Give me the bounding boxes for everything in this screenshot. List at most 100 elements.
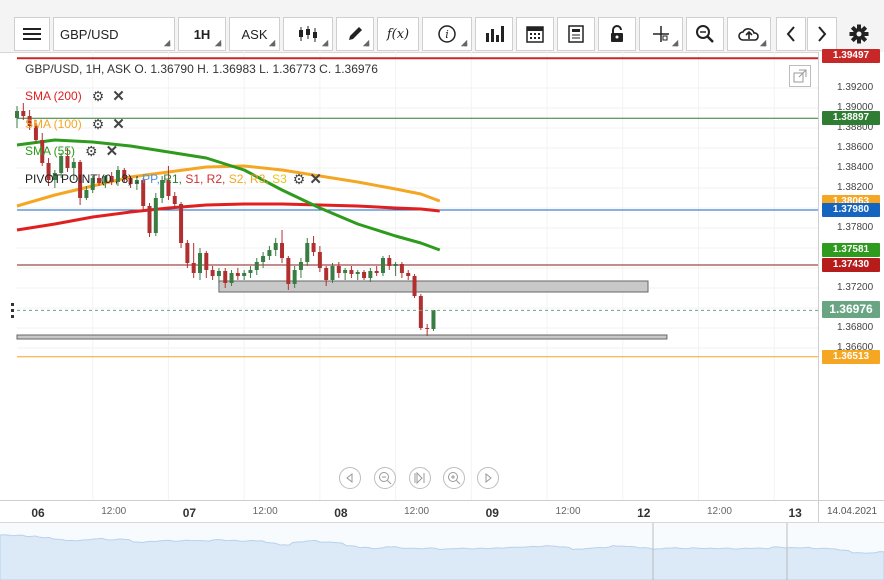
candle [425, 324, 430, 336]
drawing-tools-button[interactable] [336, 17, 374, 51]
price-tick-label: 1.38600 [837, 142, 874, 153]
sma200-label: SMA (200) [25, 89, 82, 103]
candle [97, 174, 102, 186]
gear-icon[interactable]: ⚙ [85, 142, 98, 159]
candle [406, 270, 411, 280]
candle [59, 153, 64, 178]
price-axis[interactable]: 1.39200 1.39000 1.38800 1.38600 1.38400 1.382… [818, 49, 884, 500]
symbol-selector[interactable]: GBP/USD [53, 17, 175, 51]
candle-body [40, 140, 45, 163]
candle-body [172, 196, 177, 204]
candle-body [160, 180, 165, 198]
close-icon[interactable]: ✕ [112, 116, 125, 133]
candle-body [223, 271, 228, 283]
candle [78, 160, 83, 205]
candle [191, 243, 196, 278]
zoom-in-button[interactable] [443, 467, 465, 489]
info-icon: i [438, 25, 456, 43]
candle [179, 202, 184, 248]
sma55-legend: SMA (55) ⚙ ✕ [25, 142, 119, 161]
symbol-label: GBP/USD [60, 26, 119, 42]
price-tick-label: 1.39000 [837, 102, 874, 113]
price-label: 1.37430 [822, 258, 880, 272]
candle-body [134, 180, 139, 184]
close-icon[interactable]: ✕ [309, 171, 322, 188]
candle-body [78, 162, 83, 198]
price-label: 1.37980 [822, 203, 880, 217]
scroll-right-button[interactable] [807, 17, 837, 51]
pan-right-button[interactable] [477, 467, 499, 489]
news-button[interactable] [557, 17, 595, 51]
calendar-button[interactable] [516, 17, 554, 51]
candle [349, 266, 354, 278]
reset-icon [414, 472, 425, 484]
candle-body [418, 296, 423, 328]
candle [27, 110, 32, 130]
reset-view-button[interactable] [409, 467, 431, 489]
candle-body [368, 271, 373, 278]
indicators-button[interactable]: f(x) [377, 17, 419, 51]
info-button[interactable]: i [422, 17, 472, 51]
gear-icon[interactable]: ⚙ [91, 87, 105, 104]
price-tick-label: 1.37200 [837, 282, 874, 293]
price-label: 1.38897 [822, 111, 880, 126]
time-tick-label: 12:00 [252, 506, 278, 517]
gear-icon[interactable]: ⚙ [292, 170, 306, 187]
zoom-button[interactable] [686, 17, 724, 51]
candle [311, 236, 316, 256]
maximize-button[interactable] [789, 65, 811, 87]
candle [431, 310, 436, 331]
candle [273, 238, 278, 256]
crosshair-button[interactable] [639, 17, 683, 51]
pan-left-button[interactable] [339, 467, 361, 489]
calendar-icon [526, 26, 544, 43]
date-tick-label: 09 [485, 506, 499, 520]
chart-type-button[interactable] [283, 17, 333, 51]
timeframe-label: 1H [193, 26, 211, 42]
candle-body [399, 264, 404, 273]
dropdown-corner-icon [268, 39, 276, 47]
menu-icon [23, 28, 41, 40]
zoom-out-button[interactable] [374, 467, 396, 489]
candle-body [242, 273, 247, 276]
candle [374, 266, 379, 276]
timeframe-selector[interactable]: 1H [178, 17, 226, 51]
price-chart[interactable] [0, 52, 818, 500]
candle-body [330, 266, 335, 280]
cloud-upload-icon [738, 28, 759, 41]
candle-body [280, 243, 285, 258]
lock-button[interactable] [598, 17, 636, 51]
candle-body [305, 243, 310, 262]
candle-body [141, 180, 146, 206]
price-side-label: ASK [241, 26, 268, 42]
candle [216, 268, 221, 283]
arrow-right-icon [818, 26, 827, 42]
scroll-left-button[interactable] [776, 17, 806, 51]
pivot-level-label: R1, [163, 172, 186, 186]
price-side-selector[interactable]: ASK [229, 17, 280, 51]
close-icon[interactable]: ✕ [105, 143, 119, 160]
price-label: 1.37581 [822, 242, 880, 257]
overview-area [0, 534, 884, 580]
volume-button[interactable] [475, 17, 513, 51]
price-tick-label: 1.38800 [837, 122, 874, 133]
candle [298, 258, 303, 278]
gear-icon[interactable]: ⚙ [91, 115, 105, 132]
overview-navigator[interactable] [0, 522, 884, 580]
price-tick-label: 1.38200 [837, 182, 874, 193]
time-axis[interactable]: 06 12:00 07 12:00 08 12:00 09 12:00 12 12:00 13 [0, 500, 818, 523]
settings-button[interactable] [842, 17, 876, 51]
candle-body [235, 273, 240, 276]
time-tick-label: 12:00 [404, 506, 430, 517]
candle-body [128, 178, 133, 184]
pen-icon [349, 27, 362, 40]
menu-button[interactable] [14, 17, 50, 51]
close-icon[interactable]: ✕ [112, 88, 125, 105]
pane-resize-handle[interactable] [11, 303, 14, 323]
candle [185, 240, 190, 268]
dropdown-corner-icon [214, 39, 222, 47]
cloud-button[interactable] [727, 17, 771, 51]
pivotpoint-levels: PP, R1, S1, R2, S2, R3, S3 [142, 172, 287, 186]
candle-body [197, 253, 202, 273]
candle-body [273, 243, 278, 250]
